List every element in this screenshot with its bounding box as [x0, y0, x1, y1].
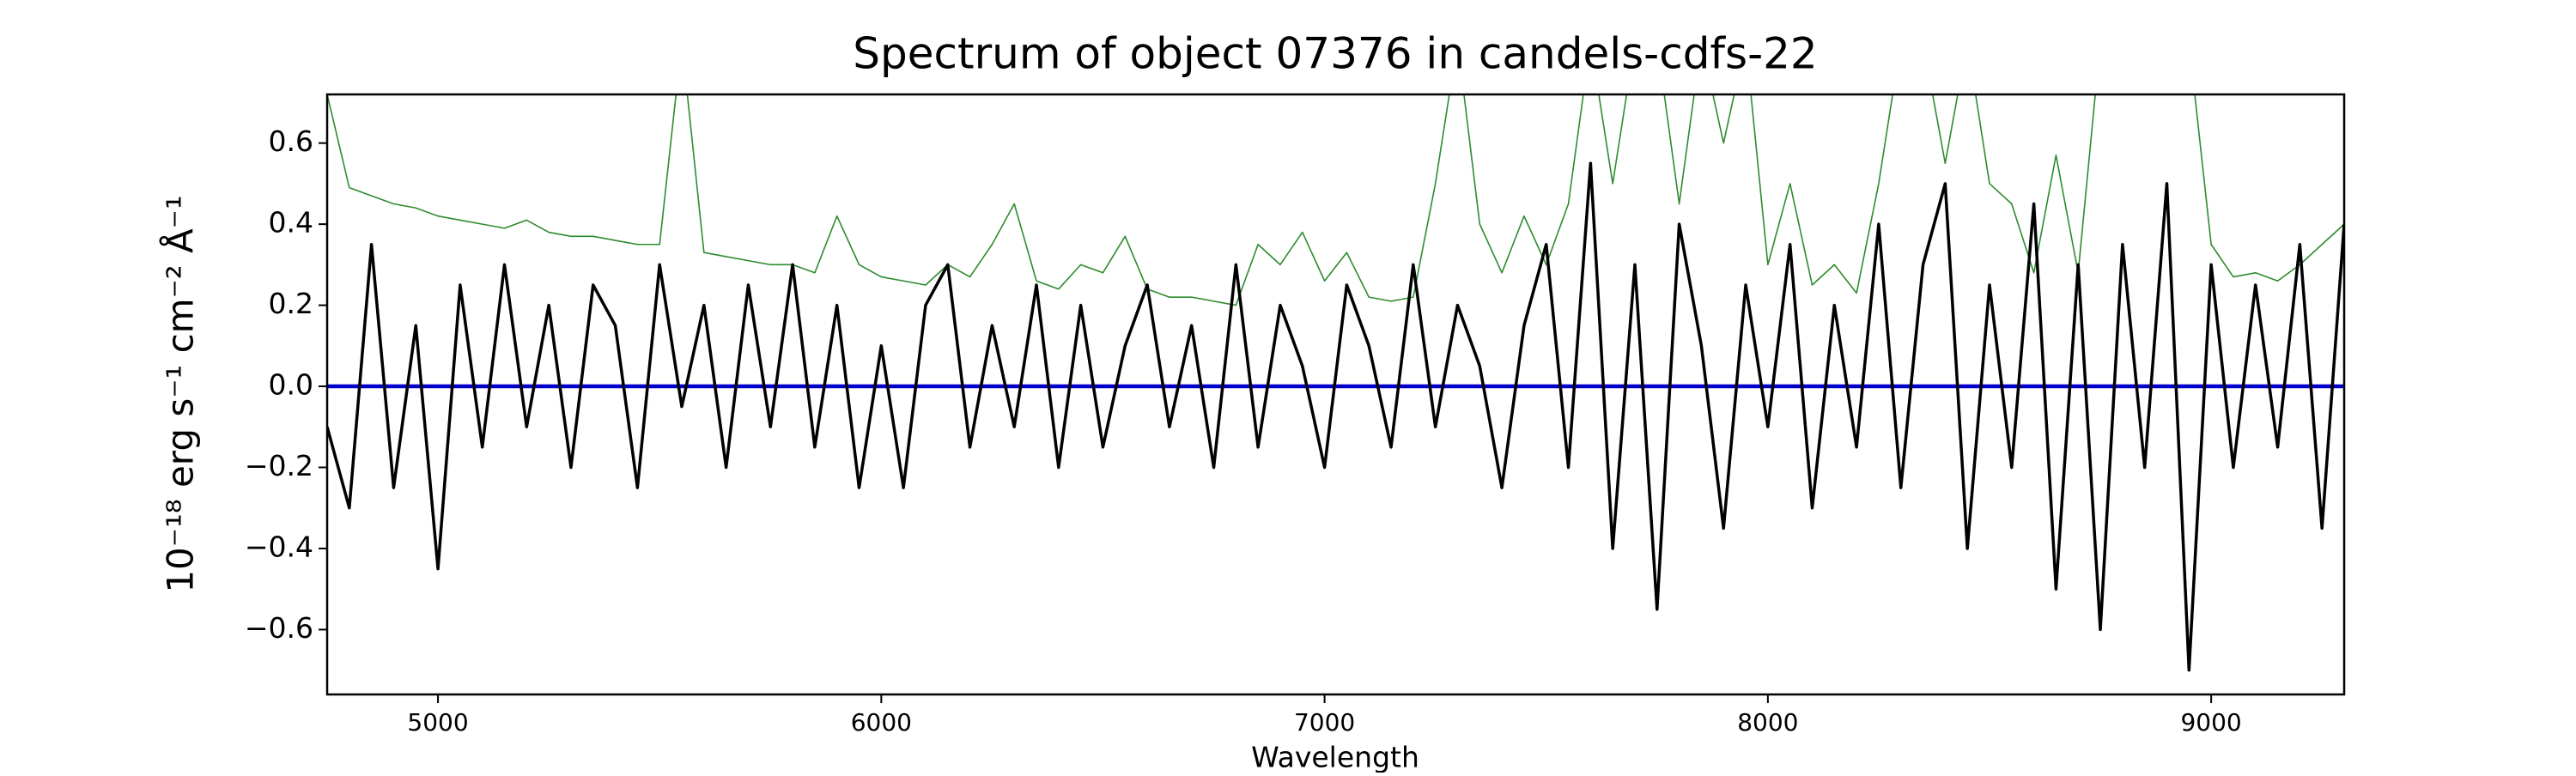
y-tick-label: 0.0	[269, 368, 313, 402]
y-axis-label: 10⁻¹⁸ erg s⁻¹ cm⁻² Å⁻¹	[159, 195, 202, 592]
spectrum-line	[327, 94, 2344, 306]
y-tick-label: −0.4	[245, 530, 313, 563]
x-axis-label: Wavelength	[1251, 741, 1419, 773]
y-tick-label: −0.2	[245, 449, 313, 482]
spectrum-line	[327, 161, 2344, 672]
chart-title: Spectrum of object 07376 in candels-cdfs…	[853, 29, 1818, 79]
axes-frame	[325, 93, 2346, 696]
y-tick-label: 0.6	[269, 124, 313, 158]
plot-area	[327, 94, 2344, 672]
x-tick-label: 5000	[407, 708, 468, 737]
x-tick-label: 6000	[851, 708, 912, 737]
y-tick-label: 0.2	[269, 287, 313, 320]
y-tick-label: −0.6	[245, 611, 313, 645]
x-tick-label: 7000	[1294, 708, 1355, 737]
x-tick-label: 9000	[2180, 708, 2241, 737]
x-tick-label: 8000	[1737, 708, 1798, 737]
y-tick-label: 0.4	[269, 206, 313, 239]
